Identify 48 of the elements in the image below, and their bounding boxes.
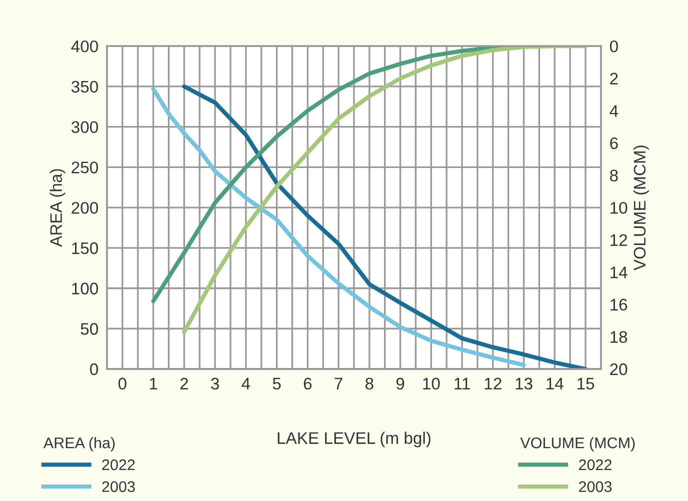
y2-tick-label: 4: [610, 105, 618, 117]
y2-tick-label: 0: [610, 40, 618, 52]
y-tick-label: 50: [80, 323, 98, 335]
y-tick-label: 250: [72, 162, 98, 174]
legend-label: 2003: [102, 481, 135, 492]
y-tick-label: 0: [90, 363, 98, 376]
x-tick-label: 3: [211, 378, 219, 390]
x-tick-label: 14: [546, 378, 564, 390]
y-tick-label: 400: [71, 40, 98, 52]
x-tick-label: 5: [272, 378, 281, 390]
y2-tick-label: 10: [610, 202, 628, 214]
y-axis-title: AREA (ha): [50, 169, 66, 247]
x-tick-label: 9: [396, 378, 404, 390]
y-tick-label: 100: [72, 282, 98, 294]
text: AREA (ha): [43, 437, 115, 452]
y-tick-label: 150: [72, 242, 98, 254]
x-axis-title: LAKE LEVEL (m bgl): [278, 432, 430, 448]
y2-axis-title: VOLUME (MCM): [633, 146, 649, 270]
x-tick-label: 8: [366, 378, 374, 390]
y-tick-label: 300: [71, 121, 98, 134]
legend-label: 2022: [102, 459, 135, 470]
y2-tick-label: 2: [610, 72, 618, 84]
legend-label: 2003: [579, 481, 612, 492]
x-tick-label: 1: [150, 378, 158, 390]
x-tick-label: 15: [578, 378, 594, 390]
y2-tick-label: 6: [610, 137, 618, 150]
x-tick-label: 11: [454, 378, 470, 390]
line-series: [151, 86, 526, 368]
x-tick-label: 4: [242, 378, 250, 390]
x-tick-label: 12: [484, 378, 502, 390]
x-tick-label: 0: [118, 378, 126, 390]
y2-tick-label: 8: [610, 170, 618, 182]
y2-tick-label: 16: [610, 298, 628, 311]
x-tick-label: 13: [516, 378, 532, 390]
legend-label: 2022: [579, 459, 612, 470]
y-tick-label: 200: [72, 202, 98, 214]
y2-tick-label: 18: [610, 331, 628, 343]
y2-tick-label: 20: [610, 363, 628, 376]
line-series: [182, 46, 588, 334]
x-tick-label: 2: [180, 378, 188, 390]
text: VOLUME (MCM): [520, 437, 635, 452]
x-tick-label: 10: [423, 378, 440, 390]
line-series: [182, 84, 588, 369]
y2-tick-label: 14: [610, 266, 628, 278]
y2-tick-label: 12: [610, 234, 628, 246]
y-tick-label: 350: [71, 80, 98, 93]
x-tick-label: 6: [304, 378, 312, 390]
x-tick-label: 7: [334, 378, 342, 390]
